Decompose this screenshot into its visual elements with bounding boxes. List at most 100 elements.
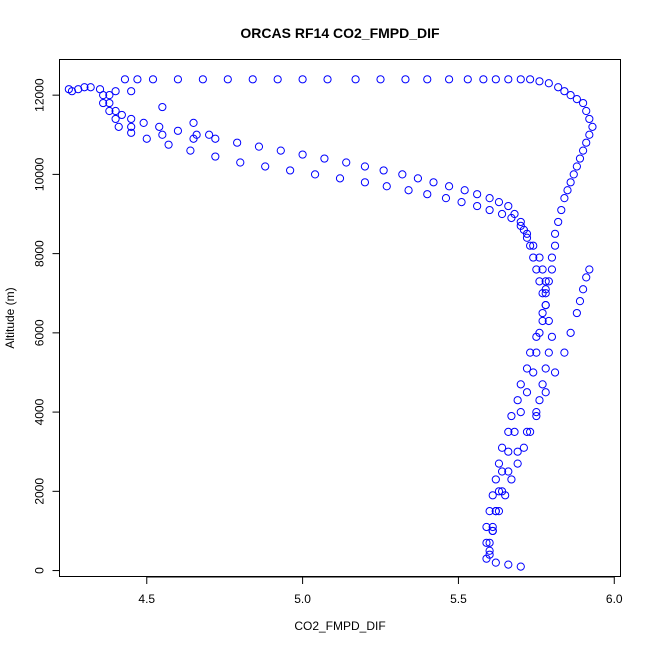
data-point [522, 427, 532, 436]
x-axis: 4.5 5.0 5.5 6.0 [138, 576, 623, 606]
data-point [557, 205, 566, 215]
data-point [569, 170, 578, 179]
data-point [205, 130, 214, 139]
data-point [535, 328, 544, 337]
data-point [560, 348, 569, 357]
data-point [526, 348, 535, 357]
data-point [522, 364, 532, 373]
data-point [64, 85, 73, 94]
data-point [550, 368, 560, 377]
data-point [541, 301, 550, 310]
y-tick-label: 8000 [33, 240, 47, 267]
data-point [541, 364, 550, 373]
data-point [485, 546, 494, 555]
data-point [516, 562, 525, 571]
x-tick-label: 5.0 [294, 592, 311, 606]
data-point [585, 114, 594, 124]
data-point [497, 443, 507, 452]
data-point [99, 91, 108, 100]
data-point [582, 138, 591, 147]
data-point [507, 411, 516, 421]
data-point [538, 265, 547, 274]
data-point [532, 348, 541, 357]
data-point [111, 87, 120, 96]
data-point [497, 487, 507, 496]
data-point [158, 130, 167, 139]
data-point [429, 178, 438, 187]
data-point [582, 273, 591, 282]
data-point [541, 289, 550, 298]
data-point [248, 75, 257, 84]
data-point [254, 142, 264, 151]
data-point [139, 118, 148, 127]
data-point [105, 106, 114, 116]
data-point [491, 75, 500, 84]
data-point [404, 186, 413, 195]
data-point [535, 277, 544, 286]
data-point [504, 447, 513, 456]
data-point [550, 241, 560, 250]
x-tick-label: 5.5 [450, 592, 467, 606]
data-point [504, 75, 513, 84]
data-point [544, 277, 553, 286]
data-point [504, 427, 513, 436]
data-point [444, 75, 454, 84]
data-point [473, 201, 482, 211]
data-point [529, 368, 538, 377]
data-point [120, 75, 130, 84]
data-point [560, 87, 569, 96]
data-point [504, 467, 513, 476]
data-point [186, 146, 195, 155]
x-axis-label: CO2_FMPD_DIF [294, 619, 385, 633]
data-point [320, 154, 329, 163]
data-point [189, 118, 198, 127]
data-point [401, 75, 410, 84]
data-point [198, 75, 207, 84]
data-point [588, 122, 597, 131]
data-point [460, 186, 469, 195]
data-point [463, 75, 472, 84]
data-point [544, 79, 553, 88]
data-point [566, 328, 575, 337]
data-point [575, 297, 585, 306]
data-point [360, 178, 370, 187]
data-point [488, 522, 497, 532]
data-point [192, 130, 201, 139]
data-point [532, 411, 541, 421]
data-point [99, 98, 108, 108]
data-point [522, 229, 532, 238]
data-point [223, 75, 232, 84]
data-point [538, 308, 547, 318]
data-point [142, 134, 151, 143]
data-point [494, 198, 504, 207]
data-point [491, 475, 500, 484]
data-point [572, 308, 581, 318]
data-point [535, 77, 544, 86]
x-tick-label: 4.5 [138, 592, 155, 606]
y-tick-label: 6000 [33, 319, 47, 346]
data-point [127, 87, 136, 96]
data-point [441, 194, 451, 203]
data-point [298, 75, 307, 84]
y-tick-label: 4000 [33, 398, 47, 425]
data-point [526, 241, 535, 250]
data-point [538, 380, 547, 389]
data-point [423, 190, 432, 199]
data-point [554, 217, 563, 227]
data-point [579, 146, 588, 155]
data-point [526, 427, 535, 436]
data-point [507, 475, 516, 484]
y-axis-label: Altitude (m) [3, 287, 17, 348]
data-point [560, 194, 569, 203]
data-point [547, 265, 557, 274]
data-point [513, 396, 522, 405]
data-point [510, 427, 519, 436]
data-point [351, 75, 360, 84]
data-point [507, 213, 516, 223]
data-point [547, 253, 557, 262]
data-point [127, 128, 136, 137]
data-point [494, 507, 504, 516]
data-point [148, 75, 158, 84]
